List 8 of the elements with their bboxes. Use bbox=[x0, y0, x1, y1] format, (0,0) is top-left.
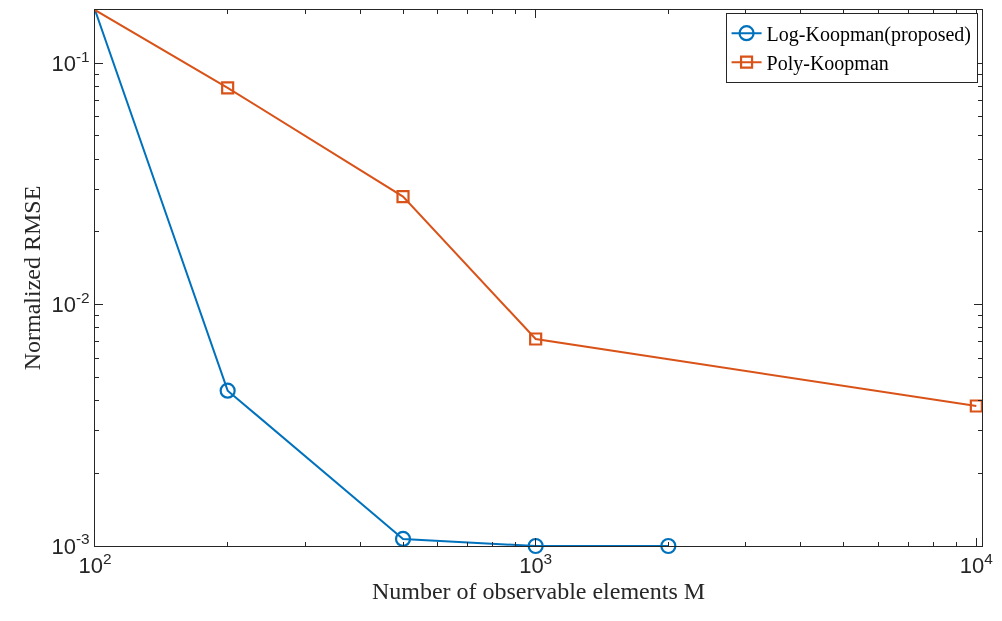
y-tick-label: 10$^{-1}$ bbox=[51, 47, 90, 76]
x-tick-label: 10$^{4}$ bbox=[959, 550, 994, 579]
y-axis-title: Normalized RMSE bbox=[18, 185, 45, 371]
x-tick-label: 10$^{3}$ bbox=[519, 550, 553, 579]
legend-label: Poly-Koopman bbox=[766, 51, 889, 75]
y-tick-label: 10$^{-2}$ bbox=[51, 289, 90, 318]
x-axis-title: Number of observable elements M bbox=[371, 578, 706, 605]
legend-label: Log-Koopman(proposed) bbox=[766, 22, 971, 46]
